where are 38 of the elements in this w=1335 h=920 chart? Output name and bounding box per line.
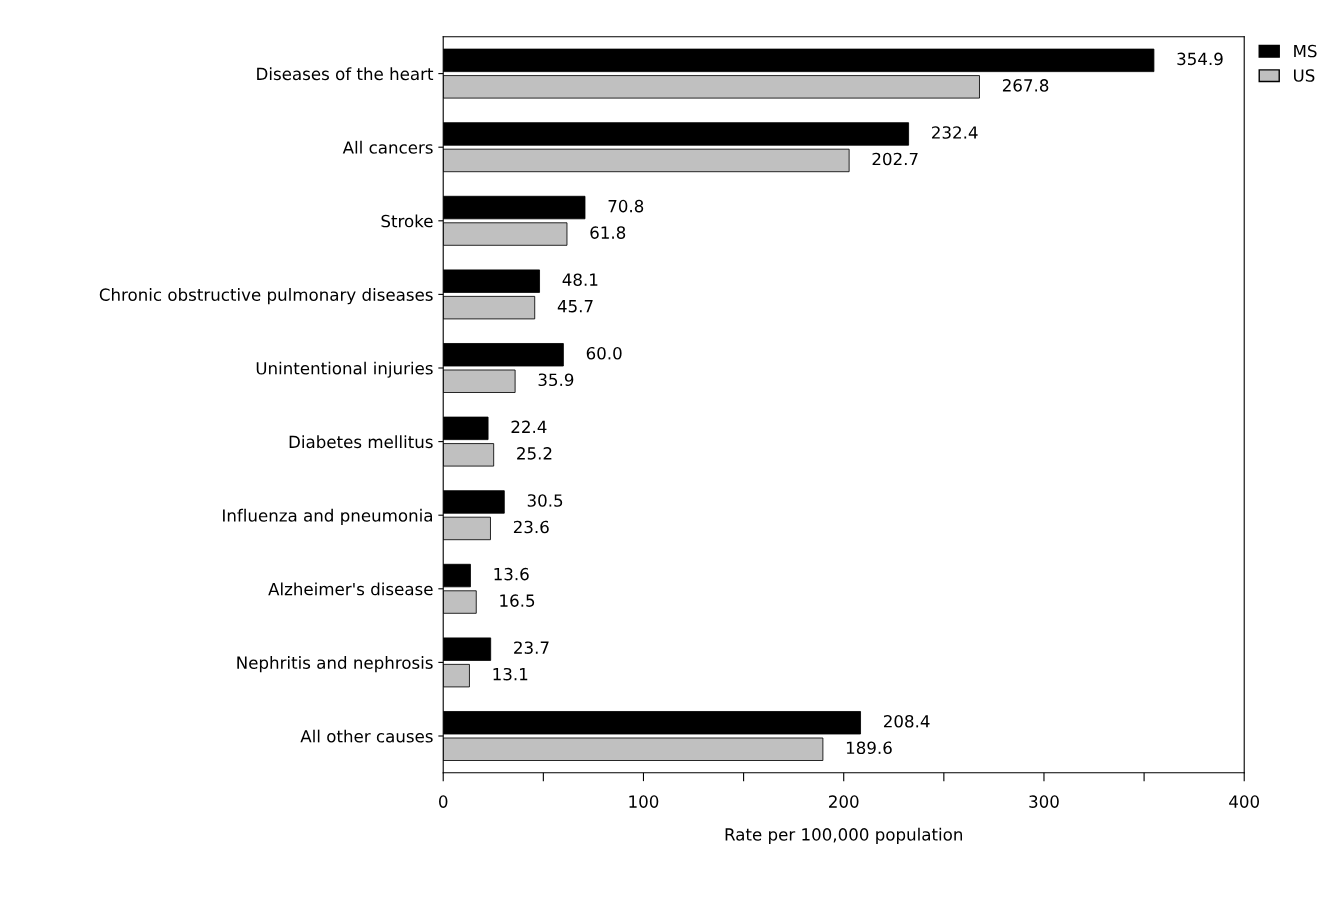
data-label: 232.4	[932, 126, 978, 139]
y-tick-label: Stroke	[381, 214, 433, 228]
data-label: 267.8	[1002, 79, 1049, 92]
data-label: 70.8	[608, 199, 644, 213]
data-label: 16.5	[500, 594, 535, 607]
data-label: 22.4	[511, 420, 547, 433]
y-tick-label: Chronic obstructive pulmonary diseases	[99, 288, 433, 305]
y-tick-label: Alzheimer's disease	[268, 582, 433, 596]
x-tick-label: 0	[439, 795, 448, 808]
data-label: 23.7	[514, 641, 549, 654]
y-tick-label: Diseases of the heart	[257, 67, 434, 81]
data-label: 25.2	[517, 447, 552, 460]
legend-label: US	[1294, 69, 1315, 82]
y-tick-label: Unintentional injuries	[256, 361, 433, 378]
legend-label: MS	[1294, 44, 1317, 58]
data-label: 13.1	[493, 667, 528, 681]
y-tick-label: Diabetes mellitus	[289, 435, 433, 449]
data-label: 189.6	[846, 741, 892, 755]
data-label: 23.6	[513, 520, 549, 534]
data-label: 354.9	[1177, 52, 1223, 66]
y-tick-label: Nephritis and nephrosis	[237, 656, 433, 673]
data-label: 13.6	[494, 567, 529, 581]
data-label: 45.7	[557, 300, 593, 313]
y-tick-label: All other causes	[300, 729, 433, 743]
data-label: 48.1	[562, 273, 598, 286]
data-label: 208.4	[883, 714, 930, 728]
data-label: 60.0	[586, 346, 622, 360]
x-tick-label: 300	[1029, 795, 1059, 808]
x-tick-label: 200	[829, 795, 859, 808]
data-label: 61.8	[590, 226, 626, 239]
data-label: 30.5	[527, 494, 563, 507]
data-label: 35.9	[538, 373, 574, 387]
y-tick-label: Influenza and pneumonia	[223, 508, 432, 525]
y-tick-label: All cancers	[342, 140, 433, 154]
x-axis-title: Rate per 100,000 population	[725, 827, 962, 844]
data-label: 202.7	[872, 152, 918, 166]
x-tick-label: 100	[629, 795, 659, 808]
x-tick-label: 400	[1229, 795, 1260, 808]
